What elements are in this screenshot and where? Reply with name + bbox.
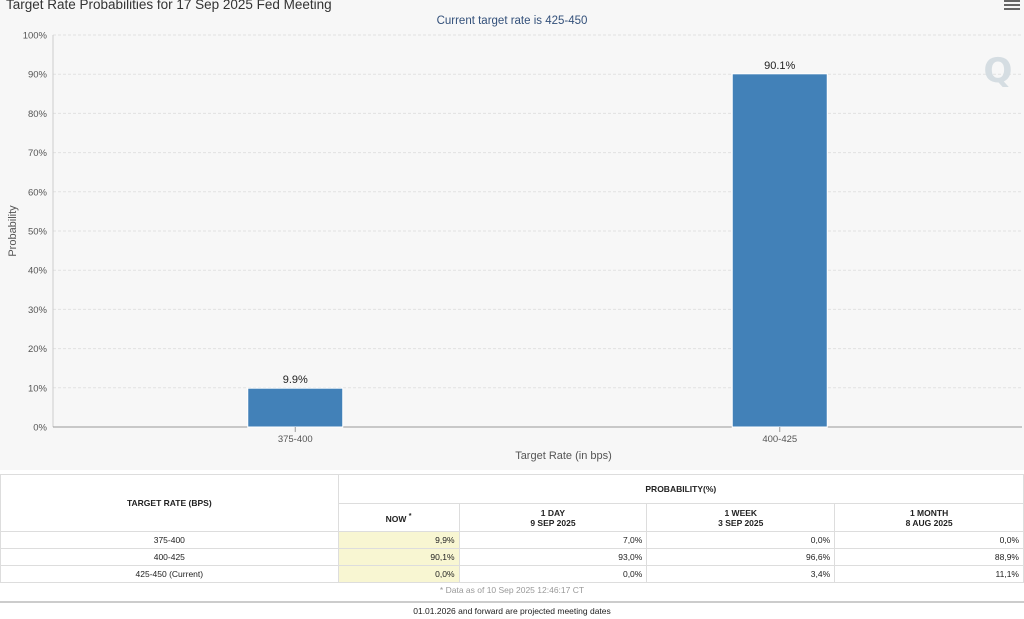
probability-1-week-cell: 3,4% (646, 565, 836, 583)
bar-chart: 0% 10% 20% 30% 40% 50% 60% 70% 80% 90% 100% 9.9% 375… (7, 31, 1022, 462)
projected-dates-note: 01.01.2026 and forward are projected mee… (0, 601, 1024, 619)
probability-1-day-cell: 7,0% (458, 531, 648, 549)
probability-1-month-cell: 88,9% (834, 548, 1024, 566)
probability-1-week-cell: 0,0% (646, 531, 836, 549)
y-tick-label: 10% (28, 383, 48, 394)
probability-now-cell: 9,9% (337, 531, 460, 549)
probability-table: TARGET RATE (BPS) PROBABILITY(%) NOW * 1… (0, 474, 1024, 583)
target-rate-cell: 425-450 (Current) (0, 565, 339, 583)
target-rate-header: TARGET RATE (BPS) (0, 474, 339, 532)
column-header-label: 1 MONTH (909, 507, 949, 518)
chart-title: Target Rate Probabilities for 17 Sep 202… (6, 0, 332, 12)
column-header-1-month: 1 MONTH 8 AUG 2025 (834, 503, 1024, 532)
column-header-date: 3 SEP 2025 (718, 517, 764, 528)
table-row: 400-425 90,1% 93,0% 96,6% 88,9% (0, 548, 1024, 566)
y-tick-label: 100% (23, 31, 48, 42)
target-rate-cell: 400-425 (0, 548, 339, 566)
column-header-now: NOW * (337, 503, 460, 532)
y-tick-label: 0% (33, 423, 47, 434)
probability-now-cell: 0,0% (337, 565, 460, 583)
target-rate-cell: 375-400 (0, 531, 339, 549)
bar-data-label: 90.1% (764, 60, 795, 72)
bar (247, 387, 344, 428)
probability-1-month-cell: 0,0% (834, 531, 1024, 549)
data-timestamp-footnote: * Data as of 10 Sep 2025 12:46:17 CT (439, 585, 585, 595)
chart-container: 0% 10% 20% 30% 40% 50% 60% 70% 80% 90% 100% 9.9% 375… (6, 0, 1022, 462)
probability-table-container: TARGET RATE (BPS) PROBABILITY(%) NOW * 1… (0, 474, 1024, 583)
chart-subtitle: Current target rate is 425-450 (436, 15, 588, 27)
y-tick-label: 30% (28, 305, 48, 316)
x-tick-label: 375-400 (278, 434, 313, 445)
column-header-date: 9 SEP 2025 (530, 517, 576, 528)
y-tick-label: 80% (28, 109, 48, 120)
probability-1-day-cell: 93,0% (458, 548, 648, 566)
x-axis-title: Target Rate (in bps) (515, 450, 612, 462)
hamburger-menu-icon[interactable] (1004, 0, 1020, 12)
y-tick-label: 90% (28, 70, 48, 81)
y-tick-label: 20% (28, 344, 48, 355)
y-tick-label: 40% (28, 266, 48, 277)
table-row: 425-450 (Current) 0,0% 0,0% 3,4% 11,1% (0, 565, 1024, 583)
bar (731, 73, 828, 428)
column-header-label: 1 WEEK (724, 507, 758, 518)
probability-now-cell: 90,1% (337, 548, 460, 566)
column-header-label: 1 DAY (540, 507, 566, 518)
probability-1-week-cell: 96,6% (646, 548, 836, 566)
column-header-1-day: 1 DAY 9 SEP 2025 (458, 503, 648, 532)
table-row: 375-400 9,9% 7,0% 0,0% 0,0% (0, 531, 1024, 549)
bar-data-label: 9.9% (283, 374, 308, 386)
watermark-logo: Q (984, 51, 1013, 91)
probability-1-day-cell: 0,0% (458, 565, 648, 583)
x-tick-label: 400-425 (762, 434, 797, 445)
y-tick-label: 60% (28, 187, 48, 198)
probability-header: PROBABILITY(%) (337, 474, 1024, 504)
y-tick-label: 70% (28, 148, 48, 159)
probability-1-month-cell: 11,1% (834, 565, 1024, 583)
y-axis-title: Probability (7, 205, 19, 257)
column-header-now-asterisk: * (408, 511, 412, 520)
column-header-date: 8 AUG 2025 (905, 517, 953, 528)
column-header-1-week: 1 WEEK 3 SEP 2025 (646, 503, 836, 532)
column-header-now-label: NOW (385, 513, 407, 524)
y-tick-label: 50% (28, 227, 48, 238)
